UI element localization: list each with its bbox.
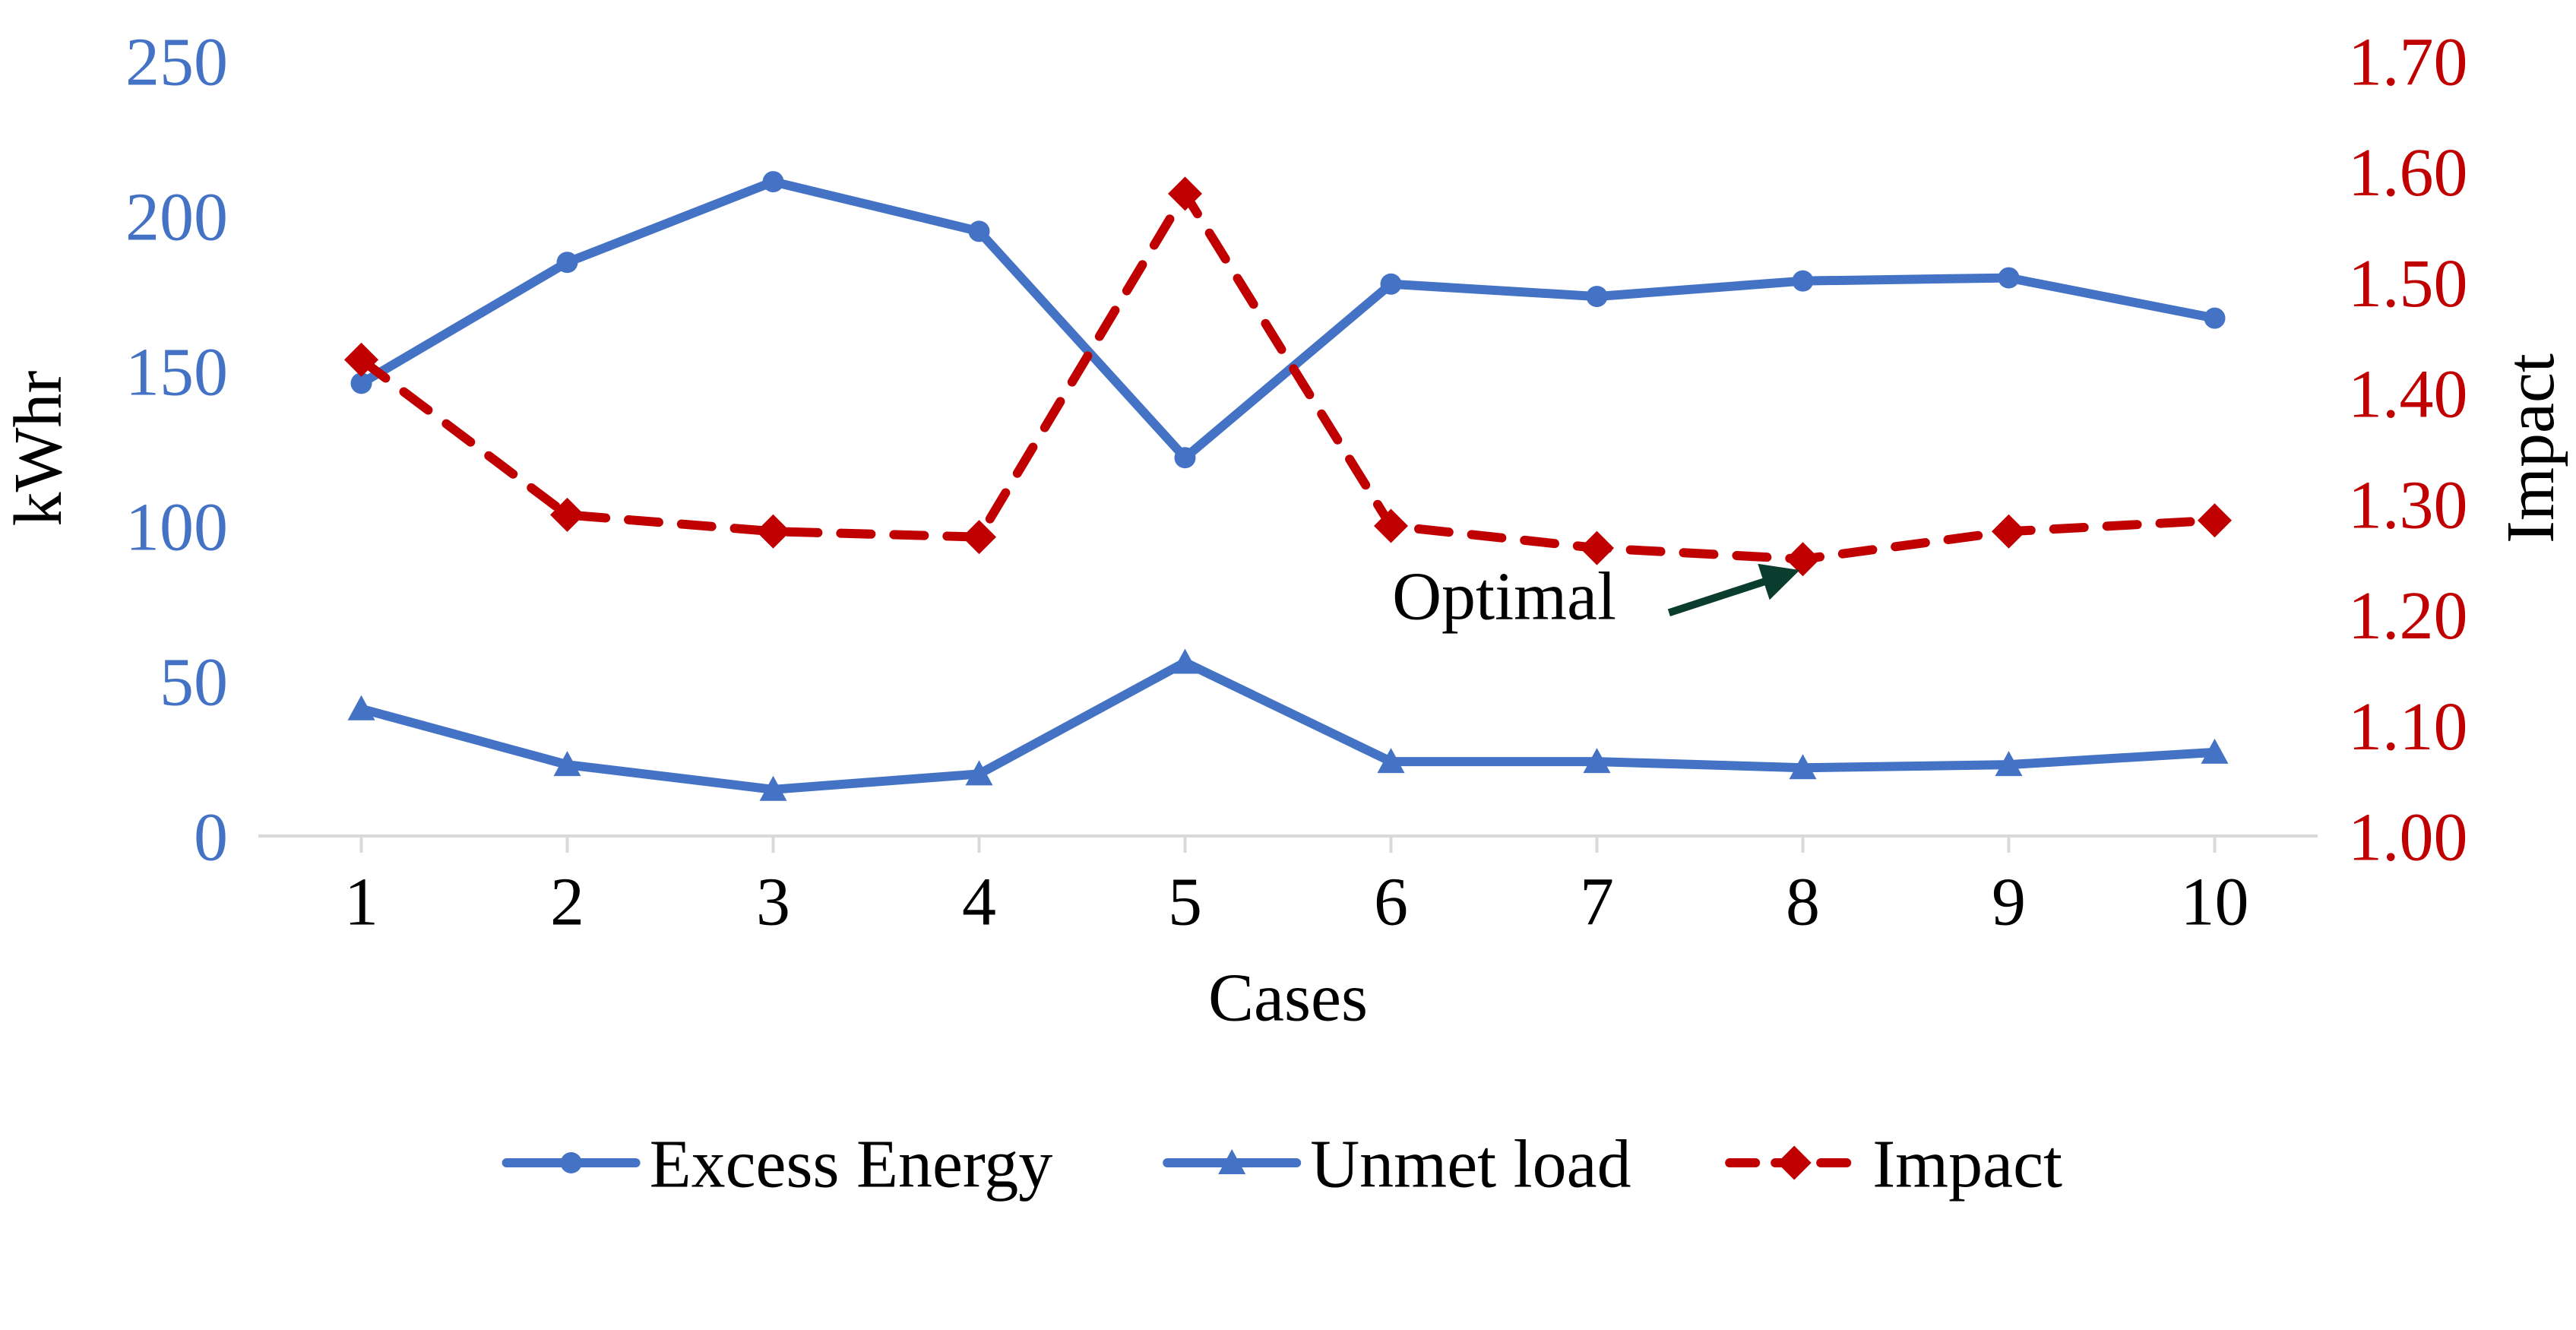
y-right-tick-label: 1.20 xyxy=(2348,578,2468,654)
x-tick-label: 4 xyxy=(962,865,996,940)
chart-container: 1 2 3 4 5 6 7 8 9 10 Cases 0 50 100 150 200 250 kWhr 1.00 1… xyxy=(0,0,2576,1330)
marker-circle xyxy=(1998,268,2020,289)
marker-circle xyxy=(1175,447,1196,468)
y-left-axis-title: kWhr xyxy=(1,371,76,527)
x-tick-label: 10 xyxy=(2181,865,2249,940)
y-left-tick-label: 0 xyxy=(194,800,228,876)
x-tick-label: 6 xyxy=(1374,865,1408,940)
y-right-tick-label: 1.10 xyxy=(2348,689,2468,765)
y-right-tick-label: 1.50 xyxy=(2348,246,2468,321)
x-tick-label: 3 xyxy=(756,865,790,940)
x-tick-label: 7 xyxy=(1580,865,1614,940)
legend-label: Unmet load xyxy=(1310,1127,1631,1202)
marker-circle xyxy=(1793,271,1814,292)
y-left-tick-label: 250 xyxy=(125,25,228,100)
dual-axis-line-chart: 1 2 3 4 5 6 7 8 9 10 Cases 0 50 100 150 200 250 kWhr 1.00 1… xyxy=(0,0,2576,1330)
chart-bg xyxy=(0,0,2576,1330)
marker-circle xyxy=(1381,274,1402,295)
x-tick-label: 2 xyxy=(550,865,584,940)
y-left-tick-label: 150 xyxy=(125,335,228,410)
legend-label: Excess Energy xyxy=(650,1127,1053,1202)
marker-circle xyxy=(969,220,990,242)
x-tick-label: 1 xyxy=(344,865,378,940)
y-right-tick-label: 1.60 xyxy=(2348,135,2468,211)
y-left-tick-label: 100 xyxy=(125,490,228,565)
marker-circle xyxy=(2204,308,2226,329)
y-left-tick-label: 200 xyxy=(125,180,228,255)
marker-circle xyxy=(561,1152,582,1173)
x-tick-label: 5 xyxy=(1168,865,1202,940)
y-right-tick-label: 1.40 xyxy=(2348,357,2468,432)
legend-label: Impact xyxy=(1872,1127,2062,1202)
y-right-tick-label: 1.00 xyxy=(2348,800,2468,876)
x-tick-label: 8 xyxy=(1786,865,1820,940)
marker-circle xyxy=(557,252,578,273)
marker-circle xyxy=(1587,286,1608,307)
y-right-tick-label: 1.70 xyxy=(2348,25,2468,100)
x-axis-title: Cases xyxy=(1208,961,1368,1036)
annotation-optimal-label: Optimal xyxy=(1392,559,1616,634)
x-tick-label: 9 xyxy=(1992,865,2026,940)
y-right-axis-title: Impact xyxy=(2493,353,2568,543)
y-left-tick-label: 50 xyxy=(160,645,228,720)
marker-circle xyxy=(763,171,784,192)
y-right-tick-label: 1.30 xyxy=(2348,467,2468,543)
